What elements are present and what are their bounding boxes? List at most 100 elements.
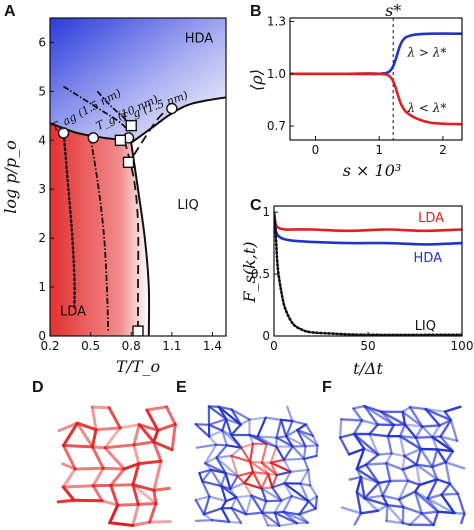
network-bond <box>314 495 319 510</box>
network-bond <box>260 486 274 490</box>
network-bond <box>131 462 141 487</box>
network-bond <box>145 408 160 432</box>
network-bond <box>208 429 224 438</box>
network-bond <box>298 500 310 516</box>
network-bond <box>225 418 233 437</box>
network-bond <box>215 456 227 475</box>
plot-annotation: λ > λ* <box>407 45 447 59</box>
network-bond <box>100 499 120 507</box>
network-bond <box>256 416 267 438</box>
network-bond <box>260 472 270 490</box>
network-bond <box>156 422 177 432</box>
network-bond <box>304 444 319 448</box>
network-bond <box>107 406 122 430</box>
network-bond <box>398 435 406 458</box>
network-bond <box>449 418 459 442</box>
x-axis-label: T/T_o <box>116 357 160 376</box>
network-bond <box>230 454 239 478</box>
network-bond <box>299 482 310 503</box>
network-bond <box>415 463 421 487</box>
network-bond <box>202 507 223 516</box>
network-bond <box>109 467 126 487</box>
y-tick-label: 0.5 <box>251 267 270 281</box>
phase-line <box>63 85 130 132</box>
network-bond <box>122 462 141 471</box>
network-bond <box>267 472 274 489</box>
network-bond <box>413 490 423 515</box>
network-bond <box>278 522 299 527</box>
network-bond <box>440 492 460 496</box>
network-bond <box>385 519 404 525</box>
square-marker <box>132 325 144 336</box>
network-bond <box>368 423 379 436</box>
network-bond <box>217 405 242 426</box>
panel-label-a: A <box>4 3 16 20</box>
network-bond <box>386 435 393 455</box>
panel-label-f: F <box>322 379 332 396</box>
network-bond <box>230 408 242 426</box>
network-bond <box>204 456 218 465</box>
network-bond <box>426 497 440 513</box>
network-bond <box>260 461 278 477</box>
network-bond <box>209 468 227 475</box>
network-bond <box>236 471 255 478</box>
network-bond <box>61 484 95 489</box>
network-bond <box>426 497 456 515</box>
network-bond <box>283 482 310 503</box>
x-axis-label: t/Δt <box>353 359 383 378</box>
network-bond <box>194 518 214 523</box>
network-bond <box>220 500 228 510</box>
network-bond <box>282 458 292 473</box>
network-bond <box>453 511 466 515</box>
network-bond <box>235 494 253 499</box>
circle-marker <box>57 127 70 139</box>
network-bond <box>408 406 427 411</box>
network-bond <box>230 433 243 449</box>
network-bond <box>386 423 395 438</box>
network-bond <box>271 474 278 489</box>
network-bond <box>421 424 441 428</box>
network-bond <box>243 471 255 485</box>
network-bond <box>108 503 120 525</box>
network-bond <box>269 461 292 473</box>
network-bond <box>315 444 319 457</box>
network-bond <box>338 436 351 456</box>
network-bond <box>436 448 447 464</box>
network-bond <box>215 454 233 459</box>
network-bond <box>261 500 268 514</box>
network-bond <box>302 454 318 460</box>
network-bond <box>201 480 211 498</box>
network-bond <box>269 461 278 477</box>
network-bond <box>296 423 308 432</box>
network-bond <box>415 447 422 466</box>
network-bond <box>152 459 163 492</box>
network-bond <box>94 426 122 432</box>
network-bond <box>220 472 227 488</box>
network-bond <box>91 428 98 449</box>
correlation-series-line <box>274 212 462 246</box>
network-bond <box>195 443 218 449</box>
network-bond <box>260 487 268 503</box>
network-bond <box>385 462 392 483</box>
network-bond <box>363 497 379 512</box>
network-bond <box>444 461 452 485</box>
network-bond <box>56 498 76 504</box>
network-bond <box>244 494 253 516</box>
network-bond <box>398 435 422 451</box>
network-bond <box>340 506 363 515</box>
network-bond <box>273 511 281 527</box>
network-bond <box>91 445 105 470</box>
series-label: LDA <box>418 211 444 226</box>
network-bond <box>432 510 440 527</box>
network-bond <box>207 423 224 432</box>
panel-a-frame <box>49 17 227 337</box>
x-tick-label: 1 <box>375 143 383 157</box>
network-bond <box>436 448 454 453</box>
network-bond <box>363 494 384 500</box>
network-bond <box>359 475 380 485</box>
network-bond <box>90 405 98 432</box>
network-bond <box>152 440 174 452</box>
network-bond <box>230 423 242 437</box>
network-bond <box>352 432 380 456</box>
x-tick-label: 100 <box>451 339 474 353</box>
